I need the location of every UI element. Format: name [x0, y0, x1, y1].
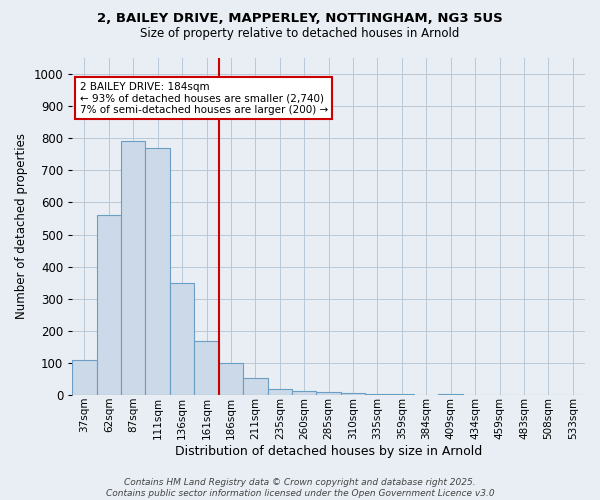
Bar	[170, 283, 194, 396]
Bar	[439, 394, 463, 396]
Bar	[72, 360, 97, 396]
Bar	[414, 395, 439, 396]
Bar	[145, 148, 170, 396]
Text: 2, BAILEY DRIVE, MAPPERLEY, NOTTINGHAM, NG3 5US: 2, BAILEY DRIVE, MAPPERLEY, NOTTINGHAM, …	[97, 12, 503, 26]
Bar	[316, 392, 341, 396]
Text: Contains HM Land Registry data © Crown copyright and database right 2025.
Contai: Contains HM Land Registry data © Crown c…	[106, 478, 494, 498]
Bar	[243, 378, 268, 396]
Bar	[97, 215, 121, 396]
Y-axis label: Number of detached properties: Number of detached properties	[15, 134, 28, 320]
X-axis label: Distribution of detached houses by size in Arnold: Distribution of detached houses by size …	[175, 444, 482, 458]
Bar	[341, 393, 365, 396]
Bar	[512, 395, 536, 396]
Bar	[121, 141, 145, 396]
Bar	[365, 394, 389, 396]
Bar	[389, 394, 414, 396]
Bar	[463, 395, 487, 396]
Bar	[219, 363, 243, 396]
Text: Size of property relative to detached houses in Arnold: Size of property relative to detached ho…	[140, 28, 460, 40]
Bar	[268, 389, 292, 396]
Bar	[292, 390, 316, 396]
Text: 2 BAILEY DRIVE: 184sqm
← 93% of detached houses are smaller (2,740)
7% of semi-d: 2 BAILEY DRIVE: 184sqm ← 93% of detached…	[80, 82, 328, 115]
Bar	[194, 340, 219, 396]
